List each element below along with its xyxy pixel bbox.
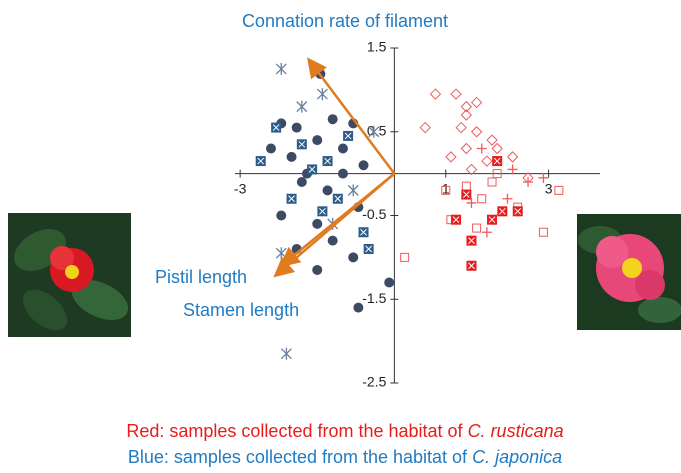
point xyxy=(461,190,471,200)
point xyxy=(478,195,486,203)
point xyxy=(256,156,266,166)
point xyxy=(446,152,456,162)
point xyxy=(323,156,333,166)
point xyxy=(539,228,547,236)
point xyxy=(353,303,363,313)
caption: Red: samples collected from the habitat … xyxy=(126,421,563,441)
point xyxy=(307,164,317,174)
point xyxy=(472,127,482,137)
point xyxy=(333,194,343,204)
caption-species: C. rusticana xyxy=(468,421,564,441)
y-tick-label: -0.5 xyxy=(362,206,386,222)
point xyxy=(338,144,348,154)
point xyxy=(466,261,476,271)
point xyxy=(312,135,322,145)
point xyxy=(297,177,307,187)
point xyxy=(271,123,281,133)
caption: Blue: samples collected from the habitat… xyxy=(128,447,562,467)
point xyxy=(487,215,497,225)
point xyxy=(359,160,369,170)
point xyxy=(317,88,327,100)
point xyxy=(292,123,302,133)
point xyxy=(466,164,476,174)
point xyxy=(462,182,470,190)
point xyxy=(338,169,348,179)
point xyxy=(364,244,374,254)
point xyxy=(451,89,461,99)
point xyxy=(276,63,286,75)
point xyxy=(497,206,507,216)
vector-label: Stamen length xyxy=(183,300,299,320)
point xyxy=(555,186,563,194)
point xyxy=(276,211,286,221)
y-tick-label: -2.5 xyxy=(362,374,386,390)
point xyxy=(472,97,482,107)
point xyxy=(281,348,291,360)
point xyxy=(328,114,338,124)
point xyxy=(348,252,358,262)
point xyxy=(492,144,502,154)
x-tick-label: -3 xyxy=(234,180,247,196)
point xyxy=(430,89,440,99)
caption-species: C. japonica xyxy=(472,447,562,467)
chart: -3131.50.5-0.5-1.5-2.5Connation rate of … xyxy=(0,0,681,473)
point xyxy=(488,178,496,186)
point xyxy=(461,144,471,154)
point xyxy=(384,278,394,288)
point xyxy=(420,123,430,133)
point xyxy=(312,219,322,229)
caption-text: Blue: samples collected from the habitat… xyxy=(128,447,472,467)
point xyxy=(276,247,286,259)
point xyxy=(482,227,492,237)
point xyxy=(266,144,276,154)
point xyxy=(523,177,533,187)
photo-left xyxy=(7,213,135,338)
point xyxy=(456,123,466,133)
y-tick-label: -1.5 xyxy=(362,290,386,306)
point xyxy=(477,144,487,154)
vector-label: Pistil length xyxy=(155,267,247,287)
point xyxy=(487,135,497,145)
point xyxy=(492,156,502,166)
point xyxy=(287,194,297,204)
point xyxy=(317,206,327,216)
vector-label: Connation rate of filament xyxy=(242,11,448,31)
x-tick-label: 3 xyxy=(545,180,553,196)
point xyxy=(451,215,461,225)
point xyxy=(513,206,523,216)
point xyxy=(466,236,476,246)
point xyxy=(323,185,333,195)
point xyxy=(343,131,353,141)
point xyxy=(297,139,307,149)
caption-text: Red: samples collected from the habitat … xyxy=(126,421,467,441)
point xyxy=(502,194,512,204)
point xyxy=(359,227,369,237)
point xyxy=(297,101,307,113)
y-tick-label: 1.5 xyxy=(367,39,387,55)
point xyxy=(287,152,297,162)
point xyxy=(312,265,322,275)
point xyxy=(482,156,492,166)
point xyxy=(473,224,481,232)
point xyxy=(328,236,338,246)
point xyxy=(348,184,358,196)
point xyxy=(401,253,409,261)
photo-right xyxy=(577,214,681,330)
point xyxy=(508,152,518,162)
point xyxy=(508,164,518,174)
